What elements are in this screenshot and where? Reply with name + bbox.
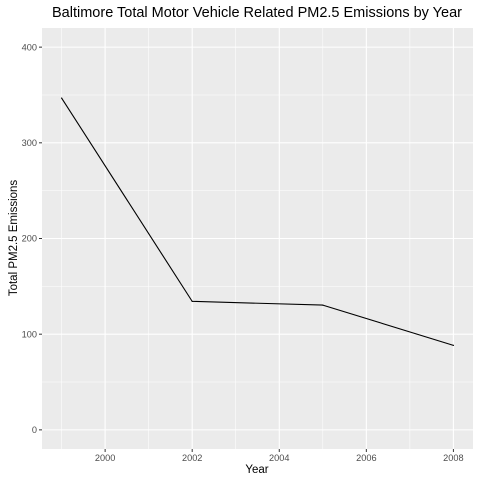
chart-title: Baltimore Total Motor Vehicle Related PM…	[52, 5, 462, 21]
major-gridlines	[42, 28, 473, 449]
y-tick-labels: 0 100 200 300 400	[22, 42, 37, 435]
data-point	[60, 97, 63, 99]
y-tick-label: 0	[32, 425, 37, 435]
y-tick-label: 400	[22, 42, 37, 52]
x-tick-label: 2004	[269, 453, 289, 463]
x-tick-label: 2008	[443, 453, 463, 463]
x-tick-label: 2006	[356, 453, 376, 463]
data-point	[452, 344, 455, 346]
series-layer	[60, 97, 455, 346]
x-tick-label: 2000	[95, 453, 115, 463]
y-tick-label: 100	[22, 329, 37, 339]
data-point	[322, 304, 324, 306]
y-tick-label: 300	[22, 138, 37, 148]
axis-ticks	[39, 46, 454, 452]
x-axis-title: Year	[245, 464, 268, 476]
data-point	[191, 300, 193, 302]
x-tick-label: 2002	[182, 453, 202, 463]
series-line	[61, 97, 454, 346]
y-axis-title: Total PM2.5 Emissions	[8, 180, 20, 297]
y-tick-label: 200	[22, 234, 37, 244]
x-tick-labels: 2000 2002 2004 2006 2008	[95, 453, 464, 463]
